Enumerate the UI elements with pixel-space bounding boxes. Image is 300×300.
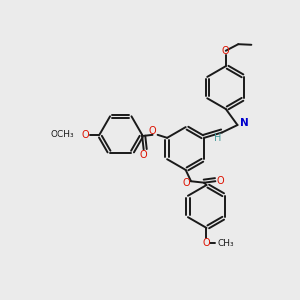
Text: N: N: [241, 118, 249, 128]
Text: O: O: [82, 130, 89, 140]
Text: O: O: [222, 46, 229, 56]
Text: O: O: [182, 178, 190, 188]
Text: H: H: [214, 133, 222, 143]
Text: O: O: [140, 150, 148, 160]
Text: CH₃: CH₃: [218, 238, 234, 247]
Text: O: O: [203, 238, 210, 248]
Text: O: O: [217, 176, 224, 186]
Text: OCH₃: OCH₃: [50, 130, 74, 139]
Text: O: O: [149, 126, 156, 136]
